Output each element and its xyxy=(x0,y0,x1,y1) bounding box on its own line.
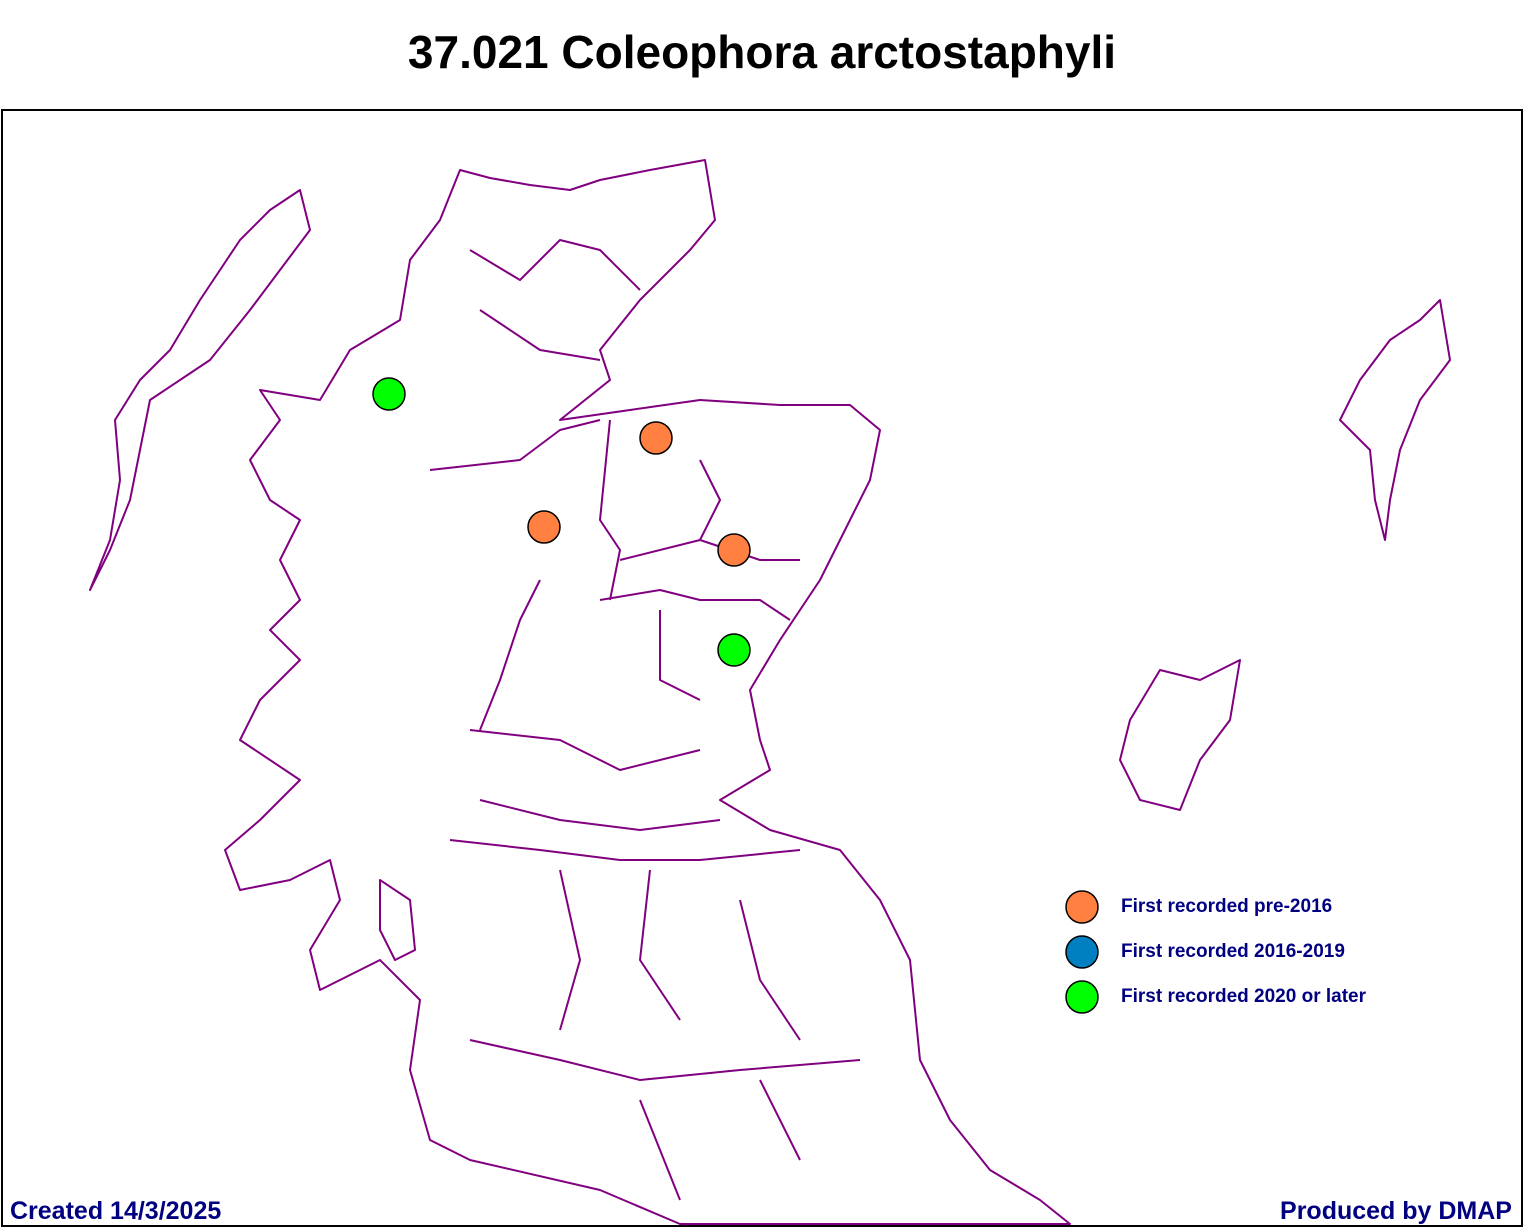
legend-label: First recorded 2016-2019 xyxy=(1121,941,1345,962)
record-dot xyxy=(717,633,751,667)
legend-label: First recorded pre-2016 xyxy=(1121,896,1332,917)
records xyxy=(372,377,751,667)
legend-label: First recorded 2020 or later xyxy=(1121,986,1367,1007)
record-dot xyxy=(372,377,406,411)
legend-swatch xyxy=(1065,890,1099,924)
coastline xyxy=(89,159,1451,1225)
record-dot xyxy=(527,510,561,544)
record-dot xyxy=(639,421,673,455)
produced-note: Produced by DMAP xyxy=(1280,1197,1512,1225)
legend-swatch xyxy=(1065,980,1099,1014)
map-title: 37.021 Coleophora arctostaphyli xyxy=(408,26,1116,78)
map-frame xyxy=(1,109,1523,1227)
legend-swatch xyxy=(1065,935,1099,969)
record-dot xyxy=(717,533,751,567)
created-note: Created 14/3/2025 xyxy=(10,1197,221,1225)
legend: First recorded pre-2016 First recorded 20… xyxy=(1065,890,1367,1014)
